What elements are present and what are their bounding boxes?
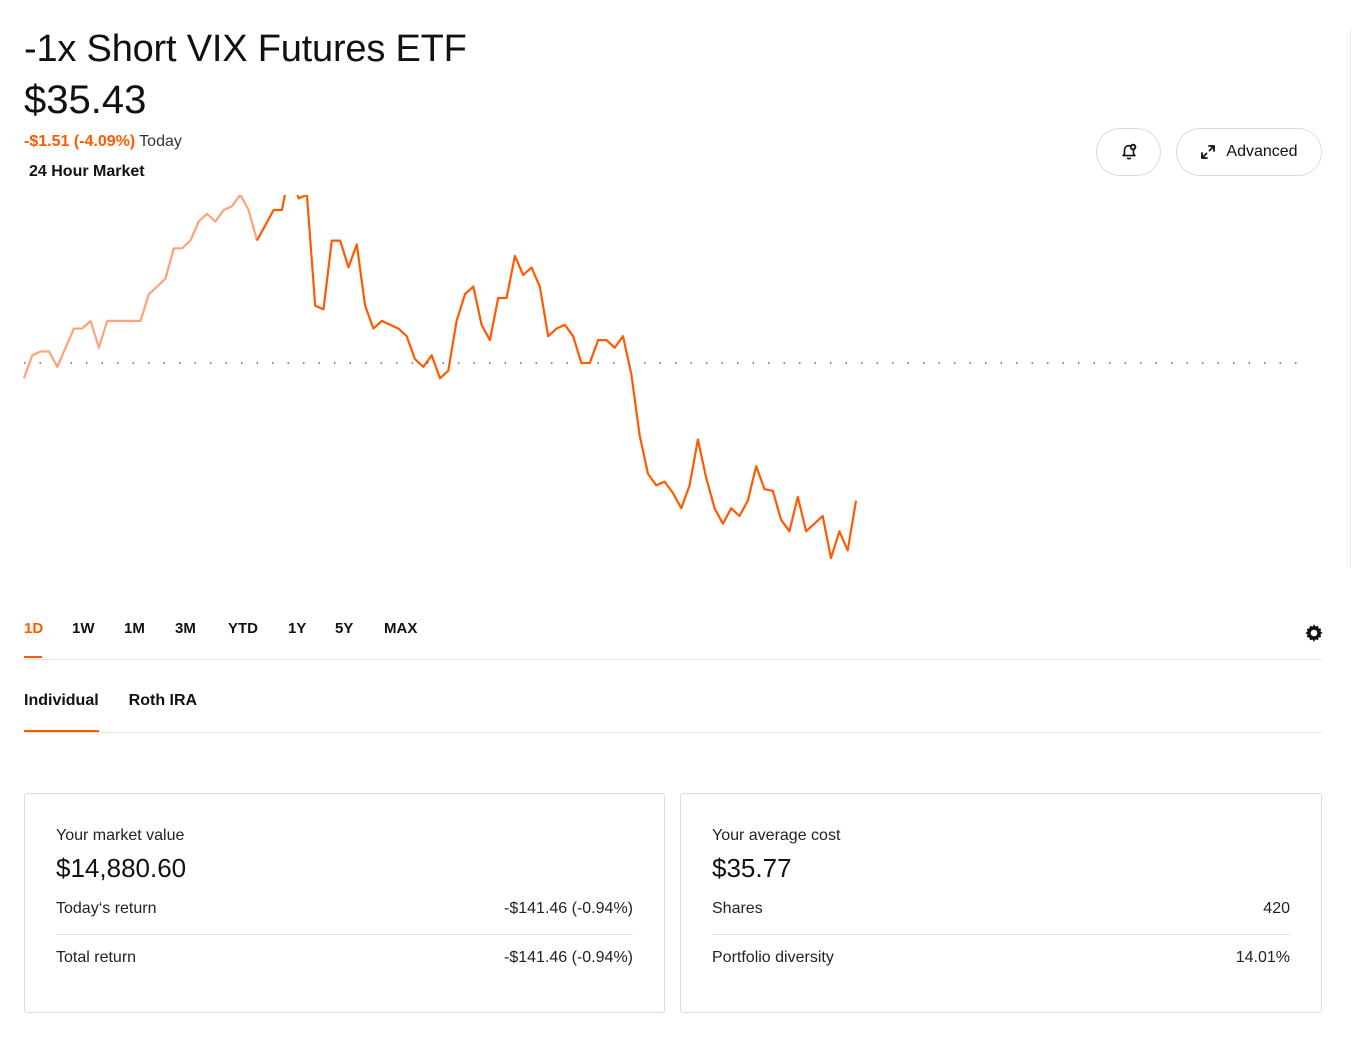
account-tabs: Individual Roth IRA bbox=[24, 692, 197, 732]
shares-row: Shares 420 bbox=[712, 900, 1290, 918]
gear-icon[interactable] bbox=[1303, 622, 1325, 644]
row-divider bbox=[56, 934, 633, 935]
todays-return-value: -$141.46 (-0.94%) bbox=[504, 900, 633, 917]
market-value-label: Your market value bbox=[56, 827, 185, 844]
pre-market-price-line bbox=[22, 195, 259, 379]
price-change-row: -$1.51 (-4.09%) Today bbox=[24, 133, 182, 151]
price-change-period: Today bbox=[139, 133, 182, 150]
average-cost-card: Your average cost $35.77 Shares 420 Port… bbox=[680, 793, 1322, 1013]
portfolio-diversity-value: 14.01% bbox=[1235, 949, 1290, 966]
range-tab-ytd[interactable]: YTD bbox=[228, 620, 258, 637]
regular-session-price-line bbox=[256, 195, 858, 560]
todays-return-row: Today‘s return -$141.46 (-0.94%) bbox=[56, 900, 633, 918]
row-divider bbox=[712, 934, 1290, 935]
market-value: $14,880.60 bbox=[56, 853, 187, 883]
shares-label: Shares bbox=[712, 900, 763, 917]
page-title: -1x Short VIX Futures ETF bbox=[24, 28, 467, 70]
average-cost-label: Your average cost bbox=[712, 827, 841, 844]
portfolio-diversity-label: Portfolio diversity bbox=[712, 949, 834, 966]
current-price: $35.43 bbox=[24, 78, 147, 122]
total-return-label: Total return bbox=[56, 949, 137, 966]
average-cost: $35.77 bbox=[712, 853, 792, 883]
market-session-label: 24 Hour Market bbox=[29, 163, 145, 180]
side-panel-edge bbox=[1350, 28, 1357, 568]
account-tabs-divider bbox=[24, 732, 1322, 733]
shares-value: 420 bbox=[1263, 900, 1290, 917]
account-tab-individual[interactable]: Individual bbox=[24, 692, 99, 732]
time-range-selector: 1D 1W 1M 3M YTD 1Y 5Y MAX bbox=[24, 620, 424, 658]
range-tab-1m[interactable]: 1M bbox=[124, 620, 145, 637]
market-value-card: Your market value $14,880.60 Today‘s ret… bbox=[24, 793, 665, 1013]
range-tab-3m[interactable]: 3M bbox=[175, 620, 196, 637]
range-tab-1y[interactable]: 1Y bbox=[288, 620, 307, 637]
range-tab-max[interactable]: MAX bbox=[384, 620, 418, 637]
total-return-row: Total return -$141.46 (-0.94%) bbox=[56, 949, 633, 967]
price-alert-button[interactable] bbox=[1096, 128, 1161, 176]
advanced-chart-button[interactable]: Advanced bbox=[1176, 128, 1322, 176]
range-tab-5y[interactable]: 5Y bbox=[335, 620, 354, 637]
bell-plus-icon bbox=[1121, 143, 1136, 160]
price-change: -$1.51 (-4.09%) bbox=[24, 133, 136, 150]
todays-return-label: Today‘s return bbox=[56, 900, 157, 917]
range-tab-1d[interactable]: 1D bbox=[24, 620, 72, 658]
range-tab-1w[interactable]: 1W bbox=[72, 620, 95, 637]
expand-icon bbox=[1201, 145, 1216, 159]
price-chart[interactable] bbox=[0, 195, 1320, 600]
advanced-label: Advanced bbox=[1226, 143, 1298, 160]
portfolio-diversity-row: Portfolio diversity 14.01% bbox=[712, 949, 1290, 967]
range-divider bbox=[24, 659, 1322, 660]
total-return-value: -$141.46 (-0.94%) bbox=[504, 949, 633, 966]
account-tab-roth-ira[interactable]: Roth IRA bbox=[128, 692, 198, 709]
